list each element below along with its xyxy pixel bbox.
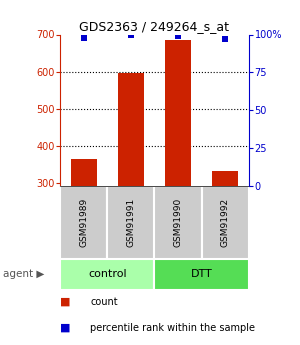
Text: GSM91989: GSM91989 <box>79 198 88 247</box>
Bar <box>154 186 202 259</box>
Title: GDS2363 / 249264_s_at: GDS2363 / 249264_s_at <box>80 20 230 33</box>
Bar <box>118 73 144 186</box>
Text: agent ▶: agent ▶ <box>3 269 44 279</box>
Text: percentile rank within the sample: percentile rank within the sample <box>90 323 255 333</box>
Text: DTT: DTT <box>191 269 213 279</box>
Bar <box>202 186 249 259</box>
Text: control: control <box>88 269 127 279</box>
Text: GSM91990: GSM91990 <box>174 198 183 247</box>
Text: GSM91991: GSM91991 <box>126 198 135 247</box>
Text: ■: ■ <box>60 323 70 333</box>
Bar <box>60 186 107 259</box>
Bar <box>107 186 154 259</box>
Bar <box>60 259 154 290</box>
Bar <box>165 40 191 186</box>
Bar <box>154 259 249 290</box>
Text: count: count <box>90 297 118 307</box>
Bar <box>212 171 238 186</box>
Text: GSM91992: GSM91992 <box>221 198 230 247</box>
Bar <box>70 159 97 186</box>
Text: ■: ■ <box>60 297 70 307</box>
